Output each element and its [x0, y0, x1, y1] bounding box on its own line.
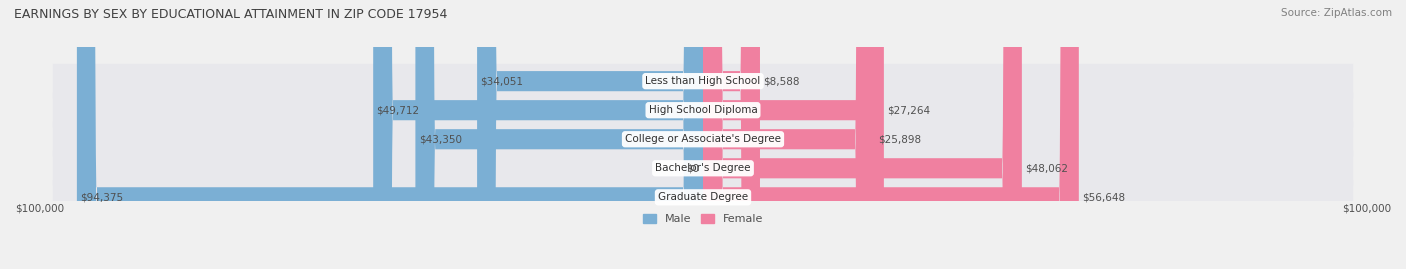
FancyBboxPatch shape — [373, 0, 703, 269]
Text: $49,712: $49,712 — [377, 105, 419, 115]
Text: $94,375: $94,375 — [80, 192, 124, 202]
Text: $43,350: $43,350 — [419, 134, 461, 144]
Text: Less than High School: Less than High School — [645, 76, 761, 86]
FancyBboxPatch shape — [703, 0, 761, 269]
FancyBboxPatch shape — [703, 0, 1078, 269]
Text: $8,588: $8,588 — [763, 76, 800, 86]
FancyBboxPatch shape — [53, 122, 1353, 157]
Text: $0: $0 — [686, 163, 700, 173]
Text: $27,264: $27,264 — [887, 105, 931, 115]
Text: Source: ZipAtlas.com: Source: ZipAtlas.com — [1281, 8, 1392, 18]
Text: $56,648: $56,648 — [1083, 192, 1125, 202]
FancyBboxPatch shape — [53, 93, 1353, 128]
Text: EARNINGS BY SEX BY EDUCATIONAL ATTAINMENT IN ZIP CODE 17954: EARNINGS BY SEX BY EDUCATIONAL ATTAINMEN… — [14, 8, 447, 21]
FancyBboxPatch shape — [77, 0, 703, 269]
Text: High School Diploma: High School Diploma — [648, 105, 758, 115]
Legend: Male, Female: Male, Female — [638, 209, 768, 229]
FancyBboxPatch shape — [53, 64, 1353, 98]
FancyBboxPatch shape — [703, 0, 884, 269]
FancyBboxPatch shape — [53, 180, 1353, 215]
FancyBboxPatch shape — [477, 0, 703, 269]
FancyBboxPatch shape — [53, 151, 1353, 186]
Text: Graduate Degree: Graduate Degree — [658, 192, 748, 202]
Text: $25,898: $25,898 — [879, 134, 921, 144]
Text: $34,051: $34,051 — [481, 76, 523, 86]
Text: Bachelor's Degree: Bachelor's Degree — [655, 163, 751, 173]
FancyBboxPatch shape — [703, 0, 1022, 269]
Text: College or Associate's Degree: College or Associate's Degree — [626, 134, 780, 144]
FancyBboxPatch shape — [703, 0, 875, 269]
FancyBboxPatch shape — [415, 0, 703, 269]
Text: $48,062: $48,062 — [1025, 163, 1069, 173]
